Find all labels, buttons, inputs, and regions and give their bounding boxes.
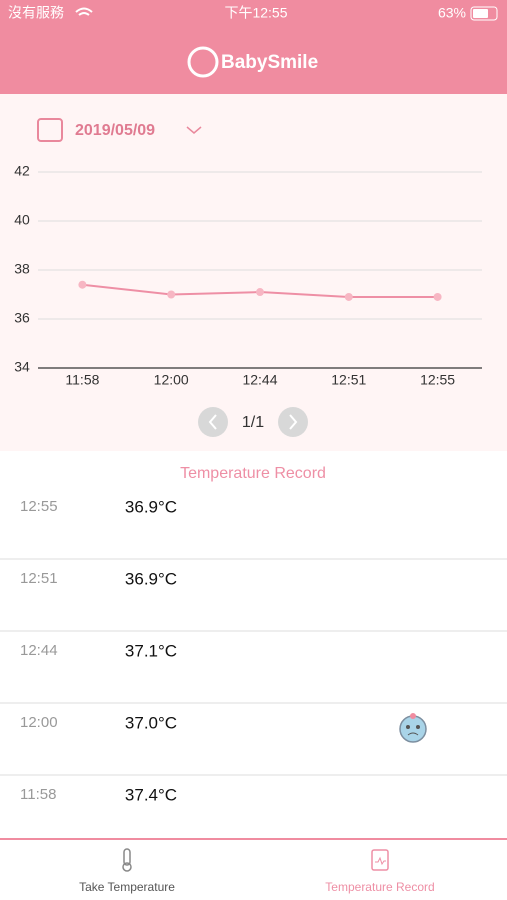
data-point (167, 290, 176, 299)
record-time: 12:00 (20, 714, 58, 731)
record-time: 11:58 (20, 786, 56, 803)
chart-panel (0, 94, 507, 451)
y-tick-label: 40 (14, 212, 30, 228)
record-temperature: 37.1°C (125, 641, 177, 660)
battery-fill (473, 9, 488, 18)
thermometer-icon (122, 848, 132, 872)
record-icon (371, 849, 389, 871)
battery-level: 63% (438, 5, 466, 21)
date-dropdown[interactable] (186, 126, 202, 134)
data-point (344, 292, 353, 301)
date-label[interactable]: 2019/05/09 (75, 122, 155, 139)
record-time: 12:44 (20, 642, 58, 659)
record-title: Temperature Record (180, 465, 326, 482)
battery-icon (470, 6, 498, 21)
wifi-icon (75, 7, 93, 16)
data-point (256, 288, 264, 297)
x-tick-label: 12:44 (242, 372, 277, 388)
tab-label[interactable]: Take Temperature (79, 880, 175, 894)
record-temperature: 37.0°C (125, 713, 177, 732)
record-time: 12:51 (20, 570, 58, 587)
record-temperature: 36.9°C (125, 569, 177, 588)
tab-label[interactable]: Temperature Record (325, 880, 434, 894)
carrier: 沒有服務 (8, 5, 64, 21)
x-tick-label: 12:00 (154, 372, 189, 388)
y-tick-label: 36 (14, 310, 30, 326)
logo-icon (187, 46, 219, 78)
data-point (433, 292, 442, 301)
logo-text: BabySmile (221, 52, 318, 73)
x-tick-label: 11:58 (65, 372, 99, 388)
record-temperature: 36.9°C (125, 497, 177, 516)
header-bg (0, 0, 507, 94)
x-tick-label: 12:51 (331, 372, 366, 388)
page-indicator: 1/1 (242, 414, 264, 431)
data-point (78, 280, 87, 289)
y-tick-label: 34 (14, 359, 30, 375)
prev-page-button[interactable] (198, 407, 228, 437)
calendar-icon[interactable] (37, 118, 63, 142)
next-page-button[interactable] (278, 407, 308, 437)
clock: 下午12:55 (224, 5, 287, 21)
y-tick-label: 38 (14, 261, 30, 277)
record-time: 12:55 (20, 498, 58, 515)
x-tick-label: 12:55 (420, 372, 455, 388)
prev-arrow (208, 414, 217, 430)
next-arrow (289, 414, 298, 430)
baby-icon (399, 713, 427, 743)
record-temperature: 37.4°C (125, 785, 177, 804)
y-tick-label: 42 (14, 163, 30, 179)
